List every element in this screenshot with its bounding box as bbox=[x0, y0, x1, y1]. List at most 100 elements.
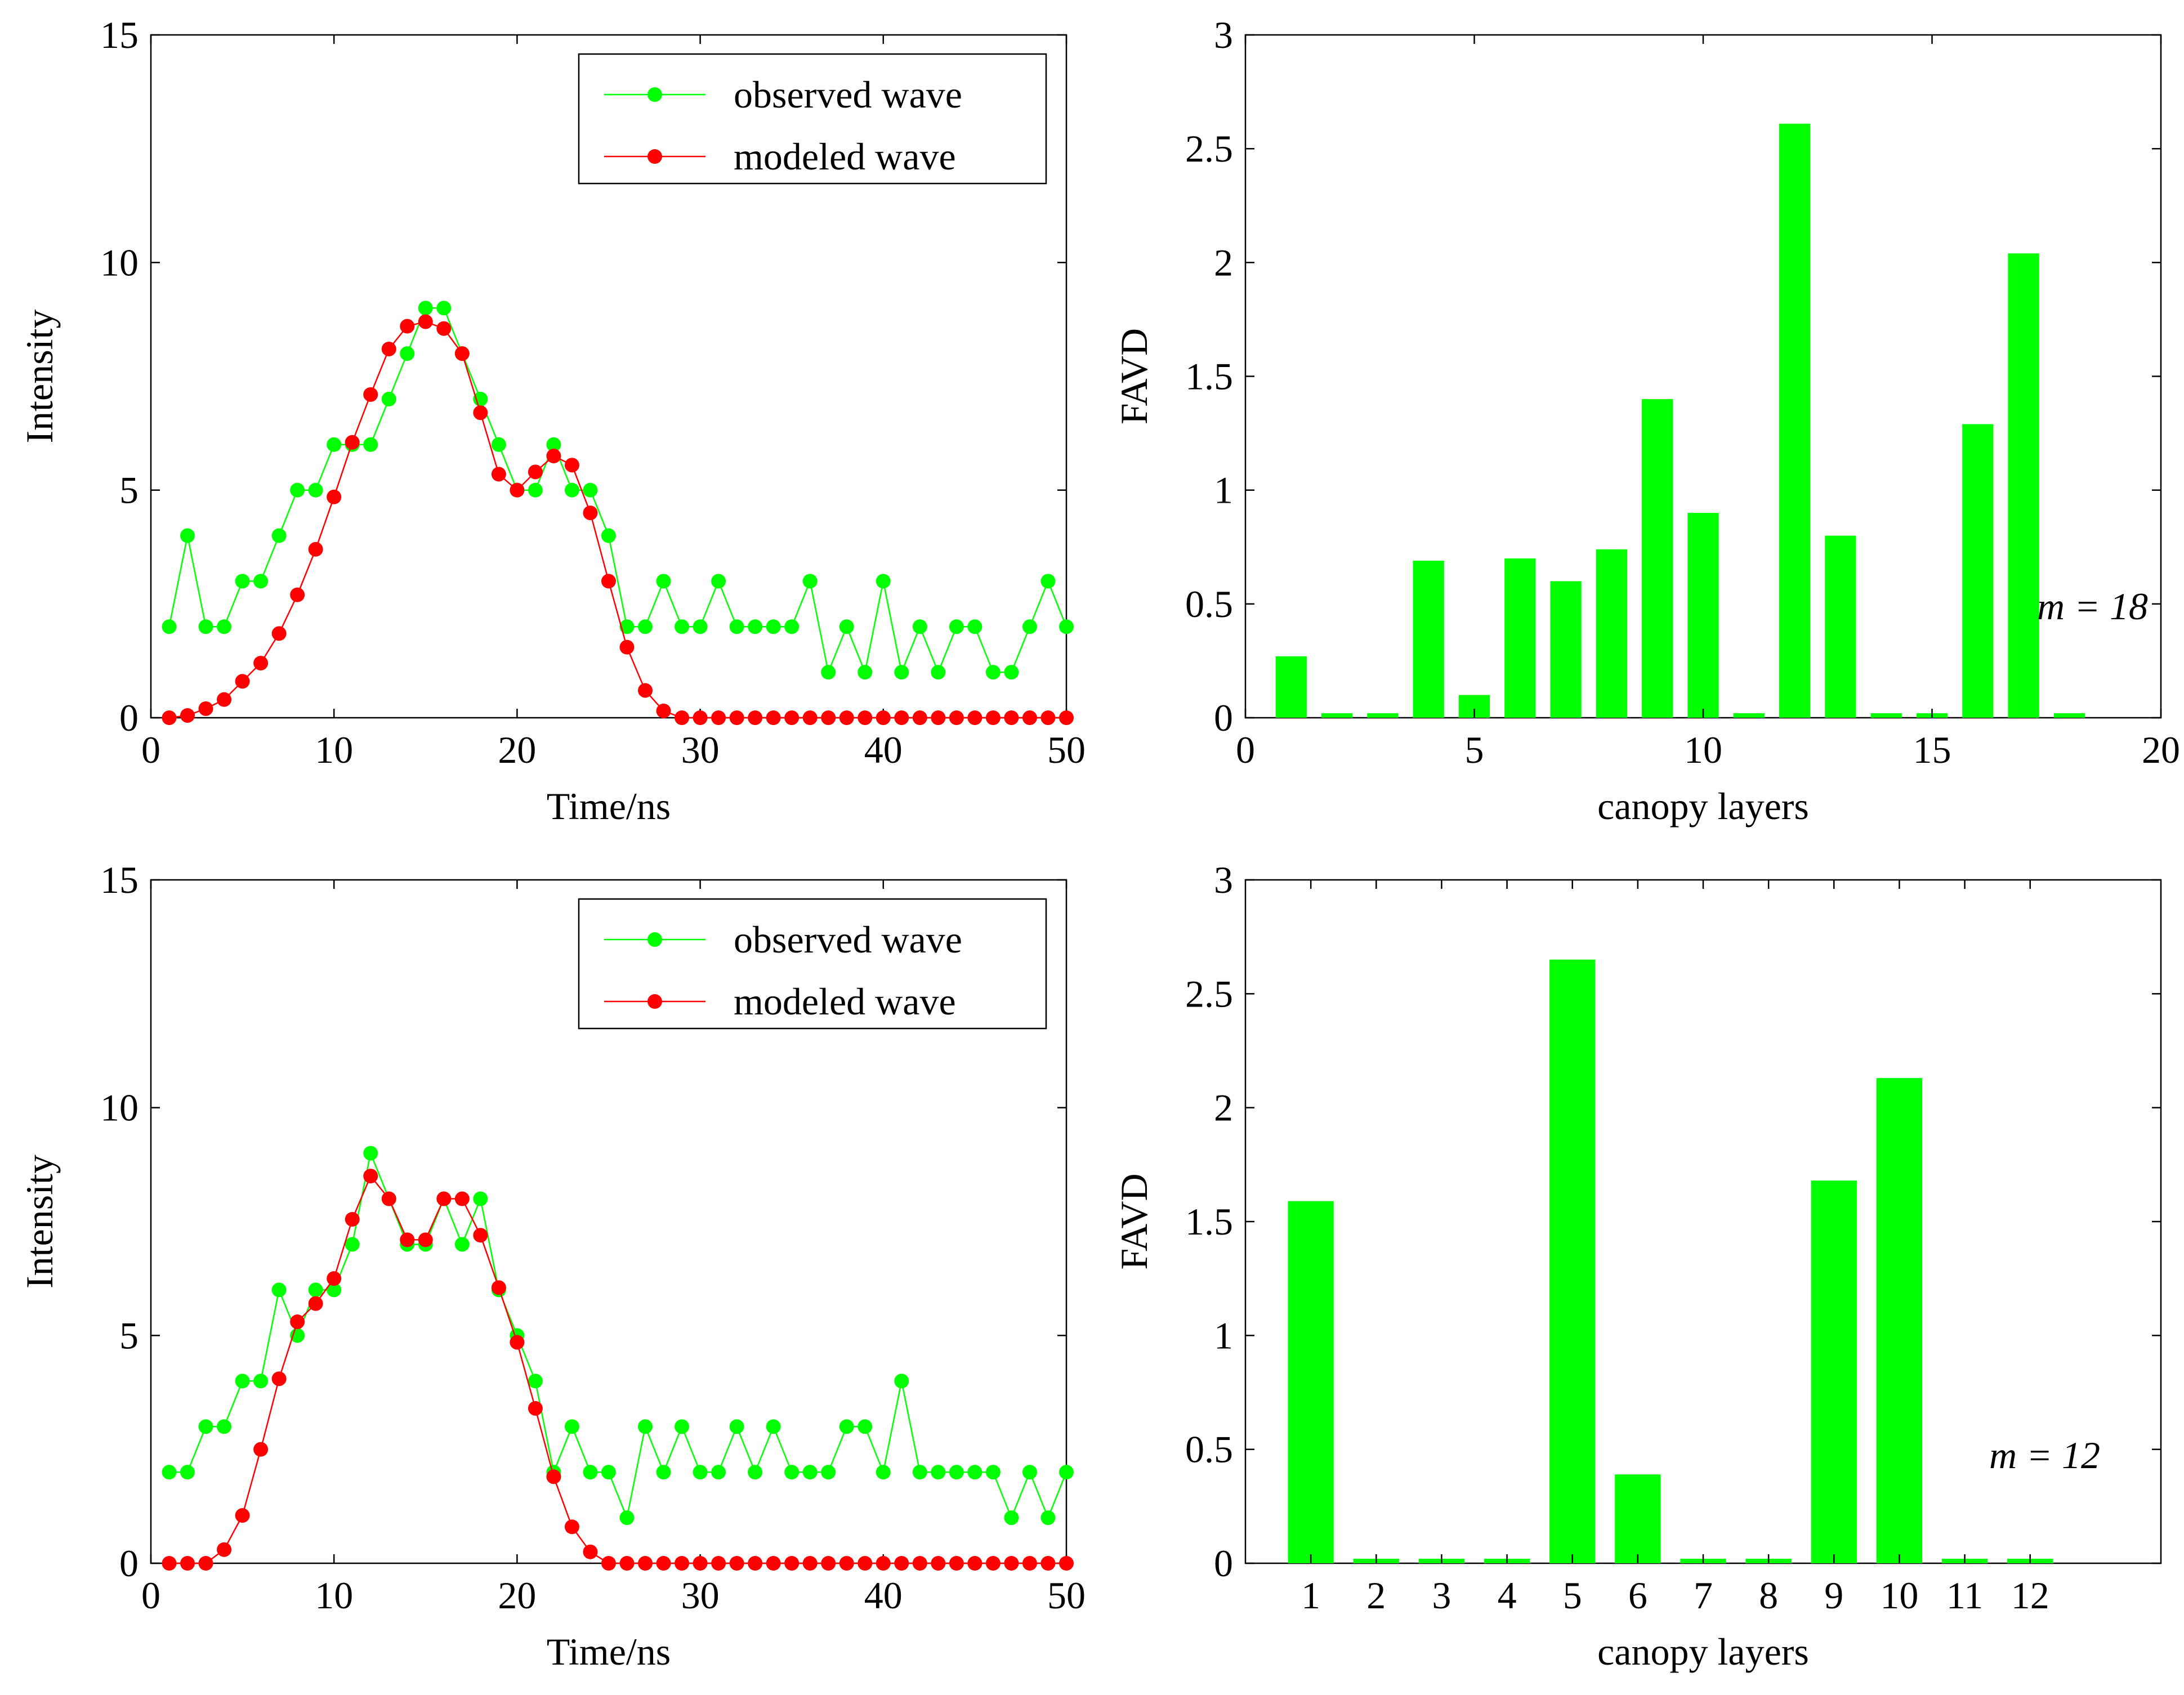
y-tick-label: 1 bbox=[1214, 1314, 1233, 1357]
data-point bbox=[693, 710, 708, 725]
data-point bbox=[180, 708, 195, 723]
data-point bbox=[693, 619, 708, 634]
y-tick-label: 10 bbox=[100, 1086, 139, 1129]
data-point bbox=[638, 1556, 653, 1571]
y-tick-label: 1.5 bbox=[1185, 1200, 1233, 1243]
bar bbox=[1367, 713, 1399, 718]
y-tick-label: 0 bbox=[1214, 696, 1233, 739]
data-point bbox=[327, 437, 342, 452]
data-point bbox=[271, 528, 287, 543]
data-point bbox=[271, 626, 287, 641]
data-point bbox=[1040, 710, 1056, 725]
data-point bbox=[418, 301, 433, 316]
x-tick-label: 0 bbox=[141, 728, 160, 771]
y-tick-label: 5 bbox=[119, 469, 139, 512]
y-axis-label: FAVD bbox=[1113, 1173, 1155, 1269]
y-tick-label: 15 bbox=[100, 14, 139, 56]
data-point bbox=[821, 665, 836, 680]
data-point bbox=[949, 1465, 964, 1480]
data-point bbox=[675, 1419, 690, 1434]
data-point bbox=[528, 1374, 543, 1389]
x-tick-label: 12 bbox=[2011, 1574, 2049, 1617]
data-point bbox=[619, 619, 635, 634]
x-tick-label: 10 bbox=[1684, 728, 1722, 771]
x-tick-label: 20 bbox=[2142, 728, 2180, 771]
data-point bbox=[894, 1556, 909, 1571]
data-point bbox=[949, 1556, 964, 1571]
y-tick-label: 0 bbox=[1214, 1542, 1233, 1585]
data-point bbox=[839, 1419, 854, 1434]
x-tick-label: 4 bbox=[1498, 1574, 1517, 1617]
data-point bbox=[839, 710, 854, 725]
data-point bbox=[656, 1556, 671, 1571]
x-tick-label: 30 bbox=[681, 728, 720, 771]
data-point bbox=[675, 1556, 690, 1571]
y-tick-label: 10 bbox=[100, 241, 139, 284]
data-point bbox=[619, 1556, 635, 1571]
y-tick-label: 0.5 bbox=[1185, 1428, 1233, 1471]
data-point bbox=[1059, 619, 1074, 634]
data-point bbox=[985, 710, 1001, 725]
data-point bbox=[271, 1282, 287, 1298]
data-point bbox=[454, 1191, 470, 1206]
data-point bbox=[1022, 710, 1037, 725]
data-point bbox=[766, 710, 781, 725]
data-point bbox=[784, 1465, 800, 1480]
data-point bbox=[1004, 710, 1019, 725]
data-point bbox=[345, 435, 360, 450]
data-point bbox=[454, 1237, 470, 1252]
x-tick-label: 1 bbox=[1301, 1574, 1320, 1617]
data-point bbox=[235, 1374, 250, 1389]
data-point bbox=[894, 665, 909, 680]
chart-intensity-bottom: 0 5 10 15 0 10 20 30 40 50 observed wave modeled wa… bbox=[18, 858, 1086, 1673]
axes-frame bbox=[150, 34, 1068, 719]
data-point bbox=[180, 1556, 195, 1571]
y-tick-label: 0 bbox=[119, 696, 139, 739]
data-point bbox=[784, 619, 800, 634]
data-point bbox=[912, 1556, 927, 1571]
data-point bbox=[400, 1232, 415, 1247]
bar bbox=[1687, 513, 1719, 718]
data-point bbox=[967, 619, 982, 634]
data-point bbox=[857, 710, 873, 725]
data-point bbox=[876, 1556, 891, 1571]
chart-intensity-top: 0 5 10 15 0 10 20 30 40 50 observed wave modeled wa… bbox=[18, 14, 1086, 828]
data-point bbox=[308, 1282, 323, 1298]
data-point bbox=[894, 710, 909, 725]
bar bbox=[1779, 123, 1811, 718]
x-tick-label: 7 bbox=[1694, 1574, 1713, 1617]
data-point bbox=[473, 1228, 488, 1243]
data-point bbox=[876, 1465, 891, 1480]
data-point bbox=[1022, 1556, 1037, 1571]
data-point bbox=[198, 619, 213, 634]
y-tick-label: 15 bbox=[100, 858, 139, 901]
series-line-0 bbox=[168, 307, 1068, 675]
data-point bbox=[821, 1556, 836, 1571]
data-point bbox=[162, 1556, 177, 1571]
x-tick-label: 10 bbox=[315, 1574, 353, 1617]
bar bbox=[1615, 1474, 1661, 1563]
annotation: m = 12 bbox=[1989, 1434, 2100, 1477]
data-point bbox=[564, 1419, 579, 1434]
data-point bbox=[546, 1469, 561, 1484]
data-point bbox=[729, 1556, 744, 1571]
data-point bbox=[894, 1374, 909, 1389]
data-point bbox=[381, 341, 396, 356]
bar bbox=[1876, 1078, 1923, 1563]
data-point bbox=[1022, 619, 1037, 634]
data-point bbox=[711, 710, 726, 725]
data-point bbox=[217, 1542, 232, 1557]
data-point bbox=[546, 437, 561, 452]
data-point bbox=[985, 665, 1001, 680]
data-point bbox=[436, 301, 452, 316]
data-point bbox=[967, 710, 982, 725]
data-point bbox=[729, 619, 744, 634]
data-point bbox=[180, 1465, 195, 1480]
y-tick-label: 3 bbox=[1214, 14, 1233, 56]
data-point bbox=[931, 1465, 946, 1480]
legend-marker bbox=[647, 932, 662, 947]
y-axis-label: FAVD bbox=[1113, 328, 1155, 424]
data-point bbox=[656, 574, 671, 589]
data-point bbox=[583, 506, 598, 521]
legend-marker bbox=[647, 994, 662, 1009]
